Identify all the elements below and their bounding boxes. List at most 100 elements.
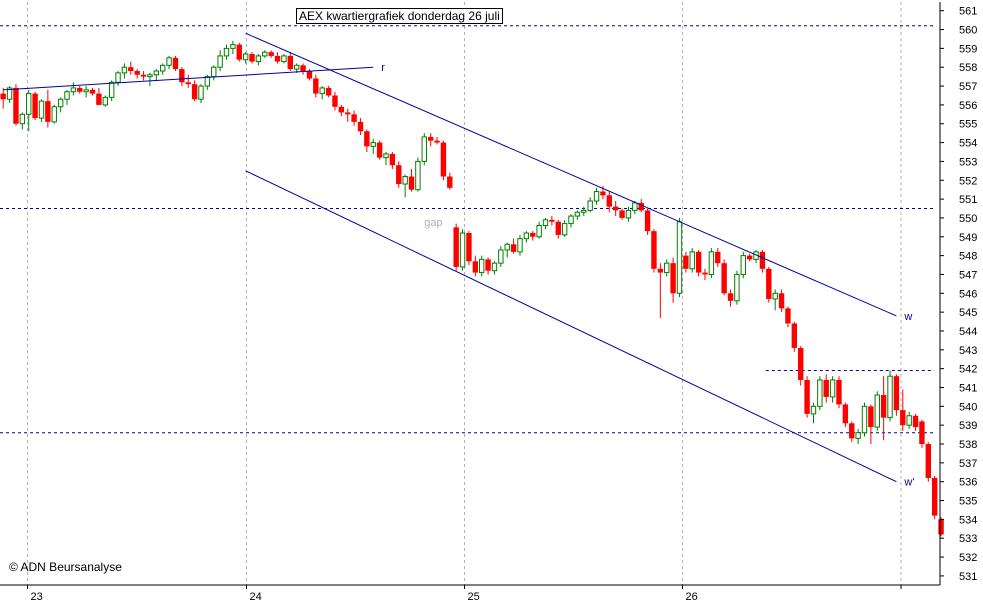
trend-line: [245, 170, 897, 483]
y-tick-label: 546: [959, 288, 977, 300]
y-tick-label: 551: [959, 194, 977, 206]
candle-body-down: [600, 191, 606, 196]
reference-lines: [0, 25, 934, 434]
candle-body-down: [842, 404, 849, 424]
candle-body-up: [108, 81, 115, 98]
y-tick-label: 536: [959, 477, 977, 489]
candle-body-down: [13, 87, 19, 124]
gap-annotation: gap: [424, 217, 442, 229]
y-tick-label: 560: [959, 25, 977, 37]
candle-body-up: [574, 211, 581, 217]
candle-body-up: [689, 251, 695, 270]
x-tick-label: 26: [686, 591, 698, 603]
candle-body-up: [402, 175, 408, 185]
candle-body-up: [855, 432, 861, 439]
trend-line: [245, 32, 897, 317]
candle-body-down: [931, 477, 938, 516]
candle-body-down: [530, 233, 536, 237]
y-tick-label: 561: [959, 6, 977, 18]
candle-body-down: [389, 153, 396, 166]
candle-body-up: [664, 262, 670, 274]
candle-body-down: [287, 55, 293, 70]
candle-body-up: [740, 255, 746, 275]
candle-body-down: [727, 293, 734, 301]
candle-body-down: [778, 293, 785, 309]
candle-body-down: [785, 308, 791, 324]
candle-body-down: [300, 65, 306, 71]
candle-body-up: [498, 249, 504, 264]
candle-body-up: [102, 96, 108, 106]
candle-body-down: [357, 121, 364, 132]
candle-body-down: [510, 244, 517, 252]
candle-body-up: [153, 70, 160, 76]
x-tick-label: 24: [250, 591, 262, 603]
candle-body-up: [281, 55, 287, 63]
candle-body-up: [581, 209, 587, 213]
trend-line-label: r: [381, 62, 385, 74]
y-tick-label: 547: [959, 269, 977, 281]
candle-body-up: [293, 64, 300, 70]
candle-body-down: [555, 221, 561, 235]
candle-body-up: [255, 55, 262, 63]
candle-body-down: [96, 93, 102, 105]
candle-body-up: [26, 93, 32, 115]
candle-body-up: [319, 87, 325, 95]
y-tick-label: 549: [959, 232, 977, 244]
candle-body-up: [242, 53, 249, 61]
candle-body-down: [453, 227, 459, 267]
candle-body-down: [172, 57, 179, 70]
candle-body-down: [140, 74, 147, 77]
candles: [0, 40, 944, 537]
candle-body-down: [791, 323, 798, 348]
candle-body-down: [606, 195, 612, 207]
candle-body-down: [0, 93, 6, 100]
candle-body-down: [880, 395, 887, 418]
candle-body-up: [223, 47, 230, 57]
candle-body-up: [536, 224, 542, 238]
candle-body-up: [83, 89, 89, 93]
candle-body-up: [676, 221, 683, 294]
candle-body-up: [6, 87, 13, 100]
candle-body-up: [459, 232, 466, 268]
candle-body-up: [810, 405, 817, 415]
candle-body-up: [517, 238, 523, 253]
candle-body-down: [683, 255, 689, 269]
candle-body-up: [64, 91, 70, 100]
y-tick-label: 534: [959, 514, 977, 526]
candle-body-up: [217, 55, 223, 68]
candle-body-down: [849, 423, 855, 439]
candle-body-down: [657, 268, 664, 273]
candle-body-down: [32, 93, 38, 119]
candle-body-up: [874, 394, 880, 428]
candle-body-up: [632, 202, 638, 211]
candle-body-up: [51, 106, 57, 123]
candle-body-up: [561, 223, 568, 236]
candle-body-up: [523, 232, 530, 240]
candle-body-up: [204, 76, 211, 87]
y-tick-label: 542: [959, 364, 977, 376]
y-tick-label: 541: [959, 383, 977, 395]
trend-line-label: w': [903, 477, 914, 489]
annotations: r w w' gap: [381, 62, 914, 488]
candle-body-down: [325, 87, 332, 96]
candle-body-down: [893, 376, 900, 411]
candle-body-down: [434, 140, 440, 143]
candle-body-down: [274, 55, 281, 62]
candle-body-down: [408, 176, 415, 190]
y-tick-label: 554: [959, 138, 977, 150]
candle-body-up: [734, 273, 740, 302]
candle-body-down: [338, 106, 345, 113]
candle-body-down: [804, 379, 810, 414]
candle-body-down: [351, 114, 357, 122]
candle-body-up: [491, 262, 498, 272]
candle-body-up: [887, 375, 893, 419]
candle-body-down: [472, 261, 479, 273]
y-tick-label: 543: [959, 345, 977, 357]
candle-body-up: [415, 160, 421, 191]
candle-body-down: [912, 415, 919, 428]
candle-body-down: [249, 54, 255, 62]
candle-body-up: [504, 243, 510, 251]
candle-body-down: [191, 84, 198, 100]
candle-body-up: [121, 66, 128, 74]
